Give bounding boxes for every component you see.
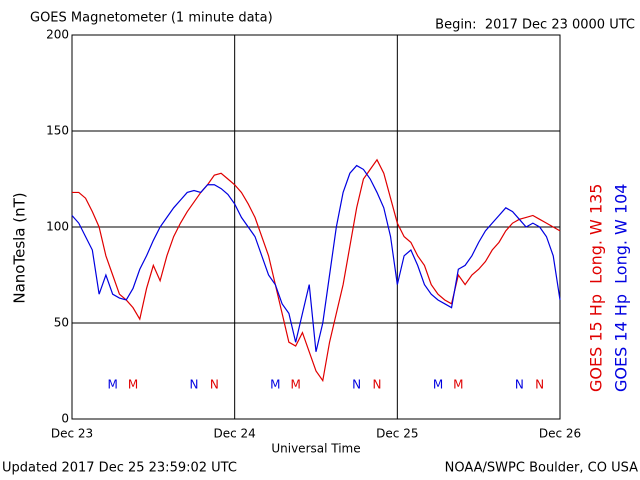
chart-title: GOES Magnetometer (1 minute data) [30, 11, 273, 26]
annotation: M [128, 378, 138, 392]
annotation: N [190, 378, 199, 392]
annotation: N [373, 378, 382, 392]
y-tick-label: 100 [46, 220, 69, 234]
y-tick-label: 150 [46, 124, 69, 138]
series-line [72, 158, 561, 383]
annotation: M [107, 378, 117, 392]
annotation: N [352, 378, 361, 392]
chart-subtitle: Begin: 2017 Dec 23 0000 UTC [435, 18, 635, 33]
footer-right: NOAA/SWPC Boulder, CO USA [445, 461, 638, 476]
x-tick-label: Dec 24 [214, 427, 256, 441]
annotation: M [453, 378, 463, 392]
annotation: N [535, 378, 544, 392]
x-tick-label: Dec 26 [539, 427, 581, 441]
legend-entry: GOES 15 Hp Long. W 135 [587, 184, 606, 392]
annotation: M [433, 378, 443, 392]
series-line [71, 164, 561, 352]
annotation: N [515, 378, 524, 392]
x-tick-label: Dec 25 [376, 427, 418, 441]
x-axis-label: Universal Time [271, 442, 360, 456]
y-tick-label: 50 [54, 316, 69, 330]
x-tick-label: Dec 23 [51, 427, 93, 441]
annotation: M [290, 378, 300, 392]
y-axis-label: NanoTesla (nT) [11, 192, 29, 303]
annotation: N [210, 378, 219, 392]
footer-left: Updated 2017 Dec 25 23:59:02 UTC [2, 461, 237, 476]
annotation: M [270, 378, 280, 392]
legend-entry: GOES 14 Hp Long. W 104 [612, 184, 631, 392]
y-tick-label: 200 [46, 28, 69, 42]
y-tick-label: 0 [61, 412, 69, 426]
